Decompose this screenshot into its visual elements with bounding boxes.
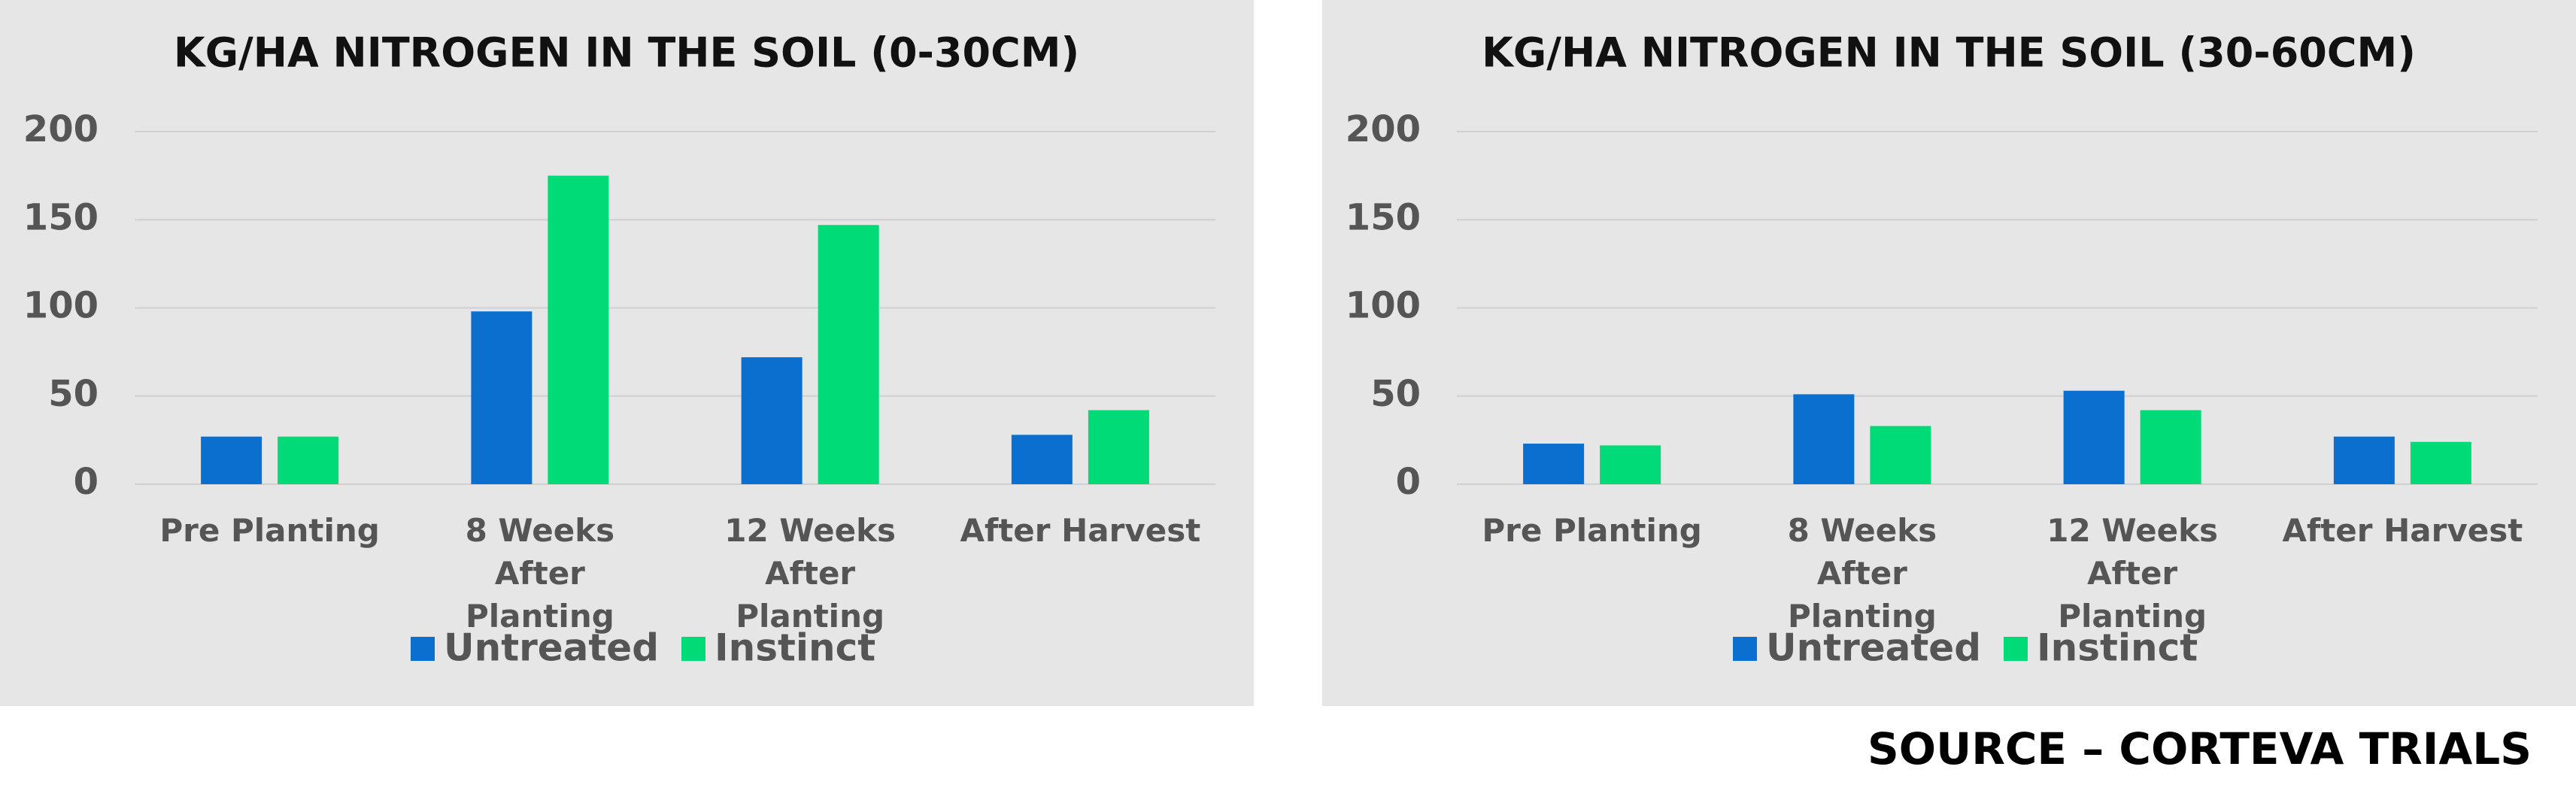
- legend-label: Untreated: [444, 626, 659, 670]
- y-tick-label: 200: [1346, 108, 1421, 150]
- legend-swatch: [2004, 637, 2028, 661]
- chart-panel: [1322, 0, 2576, 706]
- bar: [818, 225, 879, 484]
- bar: [201, 436, 262, 484]
- y-tick-label: 0: [1396, 461, 1421, 503]
- bar: [548, 175, 609, 484]
- bar: [2333, 436, 2395, 484]
- chart-title: KG/HA NITROGEN IN THE SOIL (0-30CM): [174, 29, 1079, 77]
- x-tick-label: 8 Weeks After Planting: [1787, 512, 1937, 635]
- y-tick-label: 50: [48, 373, 99, 415]
- bar: [741, 357, 803, 484]
- source-note: SOURCE – CORTEVA TRIALS: [1868, 723, 2532, 774]
- y-tick-label: 0: [74, 461, 99, 503]
- y-tick-label: 100: [1346, 285, 1421, 327]
- y-tick-label: 150: [23, 196, 99, 238]
- bar: [2410, 441, 2471, 484]
- bar: [1870, 426, 1931, 484]
- legend-swatch: [681, 637, 705, 661]
- legend-swatch: [1733, 637, 1757, 661]
- bar: [1793, 394, 1855, 484]
- bar: [1011, 435, 1073, 484]
- legend-label: Instinct: [715, 626, 875, 670]
- x-tick-label: Pre Planting: [159, 512, 380, 549]
- x-tick-label: 8 Weeks After Planting: [465, 512, 615, 635]
- legend-label: Untreated: [1766, 626, 1981, 670]
- bar: [2140, 410, 2201, 484]
- x-tick-label: After Harvest: [960, 512, 1201, 549]
- chart-title: KG/HA NITROGEN IN THE SOIL (30-60CM): [1482, 29, 2416, 77]
- x-tick-label: 12 Weeks After Planting: [2047, 512, 2219, 635]
- bar: [2063, 390, 2125, 484]
- y-tick-label: 150: [1346, 196, 1421, 238]
- bar: [278, 436, 339, 484]
- legend-label: Instinct: [2037, 626, 2198, 670]
- y-tick-label: 50: [1370, 373, 1421, 415]
- chart-panel: [0, 0, 1254, 706]
- bar: [471, 311, 532, 484]
- x-tick-label: After Harvest: [2282, 512, 2523, 549]
- bar: [1523, 444, 1585, 484]
- x-tick-label: Pre Planting: [1482, 512, 1702, 549]
- legend-swatch: [411, 637, 435, 661]
- x-tick-label: 12 Weeks After Planting: [724, 512, 897, 635]
- bar: [1600, 445, 1661, 484]
- y-tick-label: 100: [23, 285, 99, 327]
- bar: [1088, 410, 1149, 484]
- y-tick-label: 200: [23, 108, 99, 150]
